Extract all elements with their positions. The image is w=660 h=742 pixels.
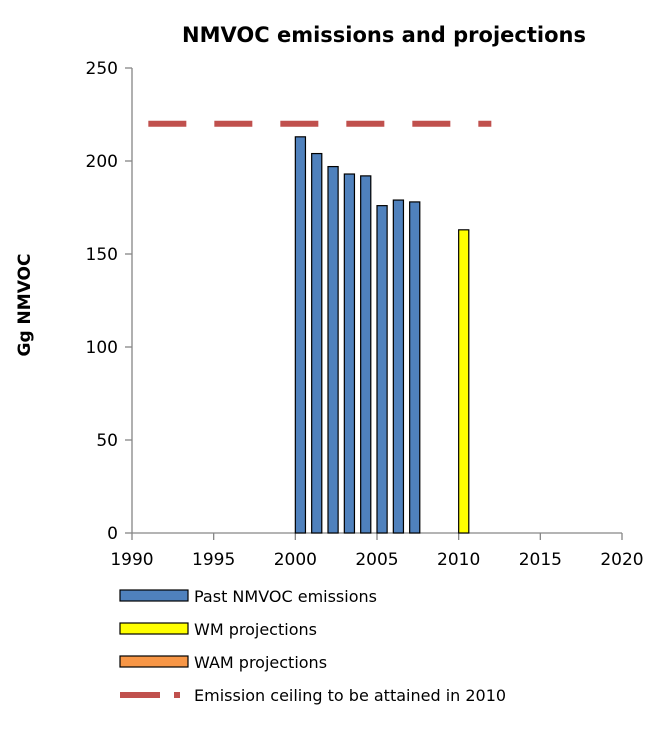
legend-label: Past NMVOC emissions (194, 587, 377, 606)
bar (343, 173, 356, 534)
bar (360, 175, 372, 534)
legend-swatch (119, 655, 189, 668)
legend-label: WM projections (194, 620, 317, 639)
x-tick-label: 2000 (274, 550, 317, 570)
bar (294, 136, 307, 534)
y-tick-label: 100 (86, 338, 118, 358)
y-axis-label: Gg NMVOC (15, 254, 35, 357)
bar (392, 199, 405, 534)
legend-swatch (119, 622, 189, 635)
bar (409, 201, 421, 534)
legend-label: WAM projections (194, 653, 327, 672)
y-tick-label: 50 (96, 431, 118, 451)
x-tick-label: 1995 (192, 550, 235, 570)
x-tick-label: 2015 (519, 550, 562, 570)
plot-area: 0 50 100 150 200 250 1990 1995 2000 2005 2010 2015 2… (86, 59, 644, 570)
y-tick-label: 200 (86, 152, 118, 172)
bar (458, 229, 470, 534)
y-tick-label: 0 (107, 524, 118, 544)
x-tick-label: 2005 (355, 550, 398, 570)
legend-label: Emission ceiling to be attained in 2010 (194, 686, 506, 705)
chart-title: NMVOC emissions and projections (182, 23, 586, 47)
y-tick-label: 250 (86, 59, 118, 79)
legend-swatch (119, 589, 189, 602)
x-tick-label: 1990 (110, 550, 153, 570)
x-tick-label: 2020 (600, 550, 643, 570)
bar (311, 152, 323, 534)
bar (327, 165, 339, 534)
bar (376, 205, 388, 534)
y-tick-label: 150 (86, 245, 118, 265)
legend: Past NMVOC emissions WM projections WAM pr… (119, 587, 506, 705)
x-tick-label: 2010 (437, 550, 480, 570)
